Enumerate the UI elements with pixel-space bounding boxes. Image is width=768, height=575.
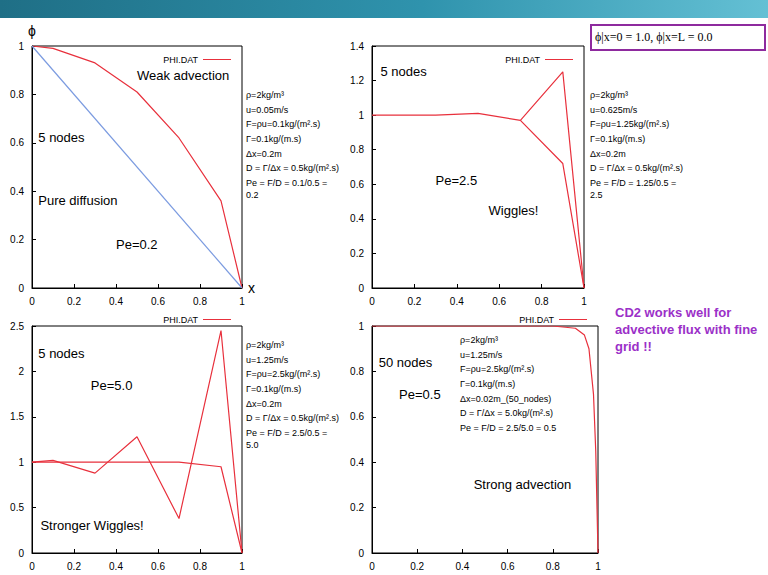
svg-text:0: 0 (29, 296, 35, 307)
svg-text:Pe=0.2: Pe=0.2 (116, 237, 158, 252)
svg-text:0.8: 0.8 (350, 366, 364, 377)
svg-text:5 nodes: 5 nodes (380, 64, 427, 79)
svg-text:PHI.DAT: PHI.DAT (505, 55, 540, 65)
svg-text:0.6: 0.6 (501, 561, 515, 572)
html-text:u=1.25m/s: u=1.25m/s (460, 349, 503, 360)
svg-text:0.2: 0.2 (350, 248, 364, 259)
svg-text:0.4: 0.4 (350, 213, 364, 224)
svg-text:0.4: 0.4 (455, 561, 469, 572)
html-text:Δx=0.2m: Δx=0.2m (590, 148, 626, 159)
svg-text:0.2: 0.2 (10, 234, 24, 245)
svg-text:0.5: 0.5 (10, 502, 24, 513)
html-text:F=ρu=2.5kg/(m².s): F=ρu=2.5kg/(m².s) (246, 369, 321, 380)
svg-text:0.8: 0.8 (546, 561, 560, 572)
svg-text:1.4: 1.4 (350, 41, 364, 52)
svg-text:0: 0 (18, 283, 24, 294)
svg-text:0.6: 0.6 (151, 561, 165, 572)
svg-text:1.2: 1.2 (350, 75, 364, 86)
html-text:Γ=0.1kg/(m.s): Γ=0.1kg/(m.s) (460, 379, 516, 390)
svg-text:0.6: 0.6 (492, 296, 506, 307)
svg-text:1: 1 (358, 321, 364, 332)
svg-text:0.4: 0.4 (350, 457, 364, 468)
svg-text:x: x (248, 280, 255, 296)
svg-text:0.4: 0.4 (109, 561, 123, 572)
svg-text:ϕ: ϕ (28, 23, 36, 39)
html-text:Δx=0.2m: Δx=0.2m (246, 148, 282, 159)
svg-text:Pe=0.5: Pe=0.5 (399, 387, 441, 402)
html-text:ϕ|x=0 = 1.0, ϕ|x=L = 0.0: ϕ|x=0 = 1.0, ϕ|x=L = 0.0 (595, 30, 713, 44)
svg-text:0.6: 0.6 (10, 137, 24, 148)
html-text:D = Γ/Δx = 0.5kg/(m².s): D = Γ/Δx = 0.5kg/(m².s) (246, 413, 339, 424)
svg-text:0.6: 0.6 (350, 179, 364, 190)
svg-text:5 nodes: 5 nodes (38, 346, 85, 361)
html-text:Γ=0.1kg/(m.s): Γ=0.1kg/(m.s) (590, 134, 646, 145)
svg-text:1: 1 (595, 561, 601, 572)
svg-text:0: 0 (358, 283, 364, 294)
html-text:F=ρu=2.5kg/(m².s): F=ρu=2.5kg/(m².s) (460, 364, 535, 375)
svg-text:0.2: 0.2 (67, 296, 81, 307)
html-text:Δx=0.02m_(50_nodes): Δx=0.02m_(50_nodes) (460, 393, 552, 404)
svg-text:50 nodes: 50 nodes (379, 355, 433, 370)
html-text:u=0.05m/s: u=0.05m/s (246, 104, 289, 115)
html-text:ρ=2kg/m³: ρ=2kg/m³ (246, 90, 284, 100)
html-text:CD2 works well for advective f: CD2 works well for advective flux with f… (615, 305, 758, 354)
svg-text:0.8: 0.8 (193, 561, 207, 572)
html-text:D = Γ/Δx = 5.0kg/(m².s): D = Γ/Δx = 5.0kg/(m².s) (460, 408, 553, 419)
svg-text:Pure diffusion: Pure diffusion (38, 193, 117, 208)
html-text:Γ=0.1kg/(m.s): Γ=0.1kg/(m.s) (246, 384, 302, 395)
svg-text:0.6: 0.6 (151, 296, 165, 307)
svg-text:0.8: 0.8 (193, 296, 207, 307)
svg-text:PHI.DAT: PHI.DAT (163, 315, 198, 325)
svg-text:2.5: 2.5 (10, 321, 24, 332)
svg-text:0.2: 0.2 (350, 502, 364, 513)
svg-text:Pe=5.0: Pe=5.0 (91, 378, 133, 393)
html-text:ρ=2kg/m³: ρ=2kg/m³ (460, 335, 498, 345)
html-text:D = Γ/Δx = 0.5kg/(m².s): D = Γ/Δx = 0.5kg/(m².s) (590, 163, 683, 174)
html-text:Pe = F/D = 2.5/0.5 = 5.0: Pe = F/D = 2.5/0.5 = 5.0 (246, 428, 328, 450)
html-text:Pe = F/D = 0.1/0.5 = 0.2: Pe = F/D = 0.1/0.5 = 0.2 (246, 178, 328, 200)
svg-text:1: 1 (18, 457, 24, 468)
html-text:ρ=2kg/m³: ρ=2kg/m³ (590, 90, 628, 100)
svg-text:0.4: 0.4 (10, 186, 24, 197)
svg-text:1: 1 (581, 296, 587, 307)
svg-text:PHI.DAT: PHI.DAT (519, 315, 554, 325)
svg-text:PHI.DAT: PHI.DAT (163, 55, 198, 65)
svg-text:5 nodes: 5 nodes (38, 130, 85, 145)
html-text:F=ρu=0.1kg/(m².s): F=ρu=0.1kg/(m².s) (246, 119, 321, 130)
svg-text:2: 2 (18, 366, 24, 377)
html-text:ρ=2kg/m³: ρ=2kg/m³ (246, 340, 284, 350)
svg-text:0.6: 0.6 (350, 411, 364, 422)
svg-text:0.2: 0.2 (67, 561, 81, 572)
html-text:D = Γ/Δx = 0.5kg/(m².s): D = Γ/Δx = 0.5kg/(m².s) (246, 163, 339, 174)
svg-text:0: 0 (369, 561, 375, 572)
svg-text:1: 1 (239, 561, 245, 572)
svg-text:1: 1 (18, 41, 24, 52)
svg-text:0: 0 (29, 561, 35, 572)
svg-text:Wiggles!: Wiggles! (489, 203, 539, 218)
html-text:Pe = F/D = 1.25/0.5 = 2.5: Pe = F/D = 1.25/0.5 = 2.5 (590, 178, 677, 200)
html-text:Δx=0.2m: Δx=0.2m (246, 398, 282, 409)
html-text:F=ρu=1.25kg/(m².s): F=ρu=1.25kg/(m².s) (590, 119, 670, 130)
svg-text:0.8: 0.8 (535, 296, 549, 307)
svg-text:0.8: 0.8 (10, 89, 24, 100)
svg-text:Stronger Wiggles!: Stronger Wiggles! (40, 518, 143, 533)
svg-text:Weak advection: Weak advection (137, 68, 229, 83)
svg-text:Pe=2.5: Pe=2.5 (436, 173, 478, 188)
svg-text:0.2: 0.2 (410, 561, 424, 572)
svg-text:Strong advection: Strong advection (474, 477, 572, 492)
svg-text:1: 1 (358, 110, 364, 121)
svg-text:0.2: 0.2 (407, 296, 421, 307)
html-text:Γ=0.1kg/(m.s): Γ=0.1kg/(m.s) (246, 134, 302, 145)
svg-text:0: 0 (369, 296, 375, 307)
html-text:u=1.25m/s: u=1.25m/s (246, 354, 289, 365)
svg-text:1.5: 1.5 (10, 411, 24, 422)
html-text:u=0.625m/s: u=0.625m/s (590, 104, 638, 115)
svg-text:0.8: 0.8 (350, 144, 364, 155)
svg-text:1: 1 (239, 296, 245, 307)
svg-text:0: 0 (358, 548, 364, 559)
svg-text:0: 0 (18, 548, 24, 559)
svg-text:0.4: 0.4 (109, 296, 123, 307)
svg-text:0.4: 0.4 (450, 296, 464, 307)
html-text:Pe = F/D = 2.5/5.0 = 0.5: Pe = F/D = 2.5/5.0 = 0.5 (460, 423, 557, 434)
